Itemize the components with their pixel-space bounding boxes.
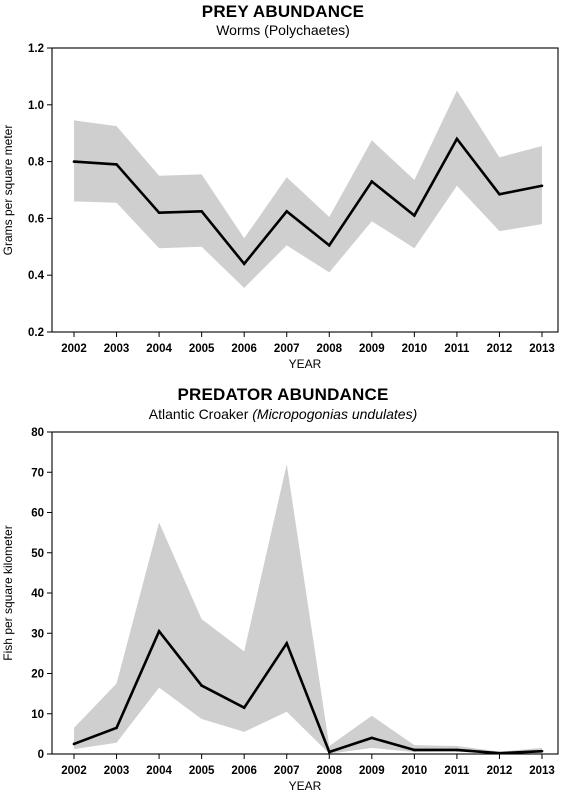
predator-confidence-band [74,464,542,754]
predator-y-tick-label: 40 [31,588,44,600]
predator-x-tick-label: 2008 [316,765,342,777]
predator-subtitle-scientific-name: (Micropogonias undulates) [252,406,418,422]
predator-data-point-2009 [370,736,374,740]
predator-y-tick-label: 50 [31,548,44,560]
predator-data-point-2013 [540,749,544,753]
prey-data-point-2007 [285,210,289,213]
predator-x-tick-label: 2005 [189,765,215,777]
predator-x-tick-label: 2006 [231,765,257,777]
prey-data-point-2008 [327,244,331,247]
predator-x-axis-label: YEAR [289,779,322,793]
prey-data-point-2006 [242,262,246,266]
predator-data-point-2002 [72,742,76,746]
predator-x-tick-label: 2012 [487,765,513,777]
prey-chart: 0.2 0.4 0.6 0.8 1.0 1.2 2002 2003 2004 2005 2006 20… [1,43,559,371]
prey-x-tick-label: 2010 [402,343,428,355]
predator-chart-title: PREDATOR ABUNDANCE [177,385,389,404]
prey-data-point-2013 [540,184,544,188]
prey-data-point-2005 [200,210,203,213]
prey-x-tick-label: 2005 [189,343,215,355]
predator-y-axis-label: Fish per square kilometer [1,525,15,660]
predator-x-tick-label: 2009 [359,765,385,777]
prey-y-tick-label: 0.8 [28,157,45,169]
prey-x-tick-label: 2006 [231,343,257,355]
predator-series-line [73,628,543,755]
prey-plot-frame [51,47,559,333]
predator-y-tick-label: 20 [31,669,44,681]
prey-x-tick-label: 2007 [274,343,300,355]
prey-x-tick-label: 2013 [529,343,555,355]
prey-confidence-band [74,90,542,288]
predator-data-point-2010 [413,748,416,752]
prey-data-point-2011 [455,137,459,141]
predator-x-tick-label: 2004 [146,765,172,777]
predator-data-point-2007 [285,642,289,645]
prey-x-tick-label: 2002 [61,343,87,355]
prey-chart-title: PREY ABUNDANCE [201,2,365,21]
prey-data-point-2004 [157,211,161,215]
predator-y-tick-label: 30 [31,628,44,640]
prey-x-tick-label: 2012 [487,343,513,355]
prey-x-axis-label: YEAR [289,357,322,371]
predator-y-tick-label: 0 [38,749,44,761]
predator-data-point-2003 [115,726,118,730]
prey-data-point-2003 [115,163,118,166]
prey-data-point-2009 [370,180,374,183]
prey-y-tick-label: 0.4 [28,270,45,282]
predator-chart-subtitle: Atlantic Croaker (Micropogonias undulate… [0,406,566,422]
prey-x-tick-label: 2003 [104,343,130,355]
predator-x-tick-label: 2002 [61,765,87,777]
prey-x-tick-label: 2009 [359,343,385,355]
prey-data-point-2002 [72,160,76,163]
predator-data-point-2008 [327,750,331,754]
predator-data-point-2005 [200,684,203,687]
predator-y-tick-label: 60 [31,508,44,520]
predator-x-tick-label: 2010 [402,765,428,777]
prey-x-tick-label: 2004 [146,343,172,355]
predator-data-point-2006 [242,706,246,710]
predator-x-tick-label: 2003 [104,765,130,777]
predator-data-point-2011 [455,748,459,752]
prey-x-tick-label: 2011 [444,343,470,355]
predator-data-point-2004 [157,629,161,633]
predator-y-tick-label: 80 [31,427,44,439]
predator-y-tick-label: 10 [31,709,44,721]
prey-chart-subtitle: Worms (Polychaetes) [216,22,350,38]
prey-y-axis-label: Grams per square meter [1,125,15,256]
predator-chart: 0 10 20 30 40 50 60 70 80 2002 2003 2004 2005 2006 200… [1,427,559,793]
predator-y-tick-label: 70 [31,467,44,479]
prey-data-point-2012 [498,192,501,196]
predator-x-tick-label: 2013 [529,765,555,777]
prey-data-point-2010 [413,214,416,217]
prey-y-tick-label: 0.2 [28,327,44,339]
prey-y-tick-label: 1.0 [28,100,44,112]
predator-x-tick-label: 2011 [444,765,470,777]
prey-x-tick-label: 2008 [316,343,342,355]
predator-x-tick-label: 2007 [274,765,300,777]
prey-y-tick-label: 0.6 [28,213,44,225]
predator-subtitle-common-name: Atlantic Croaker [148,406,249,422]
prey-series-line [73,136,543,266]
prey-y-tick-label: 1.2 [28,43,44,55]
